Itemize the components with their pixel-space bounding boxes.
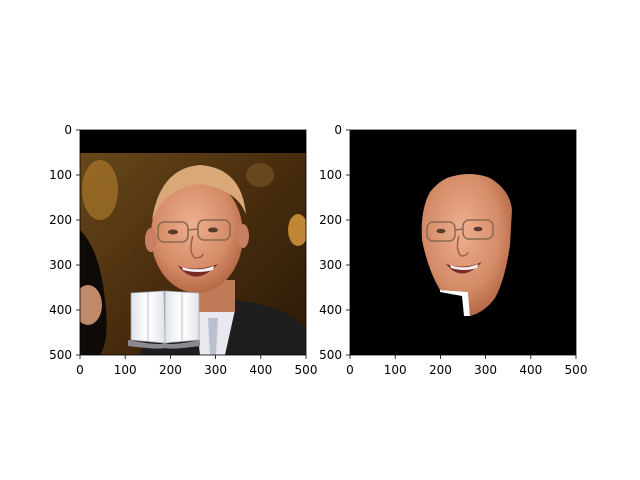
- right-y-tick-label: 200: [319, 213, 342, 227]
- right-axes-frame: [349, 129, 577, 356]
- right-y-tick-label: 300: [319, 258, 342, 272]
- book-overlay: [128, 290, 200, 349]
- left-x-tick-label: 400: [249, 363, 272, 377]
- right-image: [350, 130, 576, 355]
- left-x-tick-label: 300: [204, 363, 227, 377]
- right-y-tick-label: 500: [319, 348, 342, 362]
- right-y-tick-label: 100: [319, 168, 342, 182]
- right-x-tick-label: 100: [384, 363, 407, 377]
- left-axis: 0 100 200 300 400 500 0 100 200 300 400 500: [49, 123, 317, 377]
- left-y-tick-label: 500: [49, 348, 72, 362]
- right-y-tick-label: 400: [319, 303, 342, 317]
- right-x-tick-label: 400: [519, 363, 542, 377]
- left-y-tick-label: 200: [49, 213, 72, 227]
- left-y-tick-label: 100: [49, 168, 72, 182]
- left-x-tick-label: 500: [295, 363, 318, 377]
- right-y-tick-label: 0: [334, 123, 342, 137]
- left-y-tick-label: 400: [49, 303, 72, 317]
- black-top-band: [80, 130, 306, 153]
- left-x-tick-label: 100: [114, 363, 137, 377]
- left-image: [80, 130, 306, 355]
- right-x-tick-label: 300: [474, 363, 497, 377]
- right-axis: 0 100 200 300 400 500 0 100 200 300 400 500: [319, 123, 587, 377]
- left-y-tick-label: 300: [49, 258, 72, 272]
- left-y-tick-label: 0: [64, 123, 72, 137]
- right-x-tick-label: 500: [565, 363, 588, 377]
- left-x-tick-label: 0: [76, 363, 84, 377]
- right-x-tick-label: 200: [429, 363, 452, 377]
- right-x-tick-label: 0: [346, 363, 354, 377]
- left-axes-frame: [79, 129, 307, 356]
- left-x-tick-label: 200: [159, 363, 182, 377]
